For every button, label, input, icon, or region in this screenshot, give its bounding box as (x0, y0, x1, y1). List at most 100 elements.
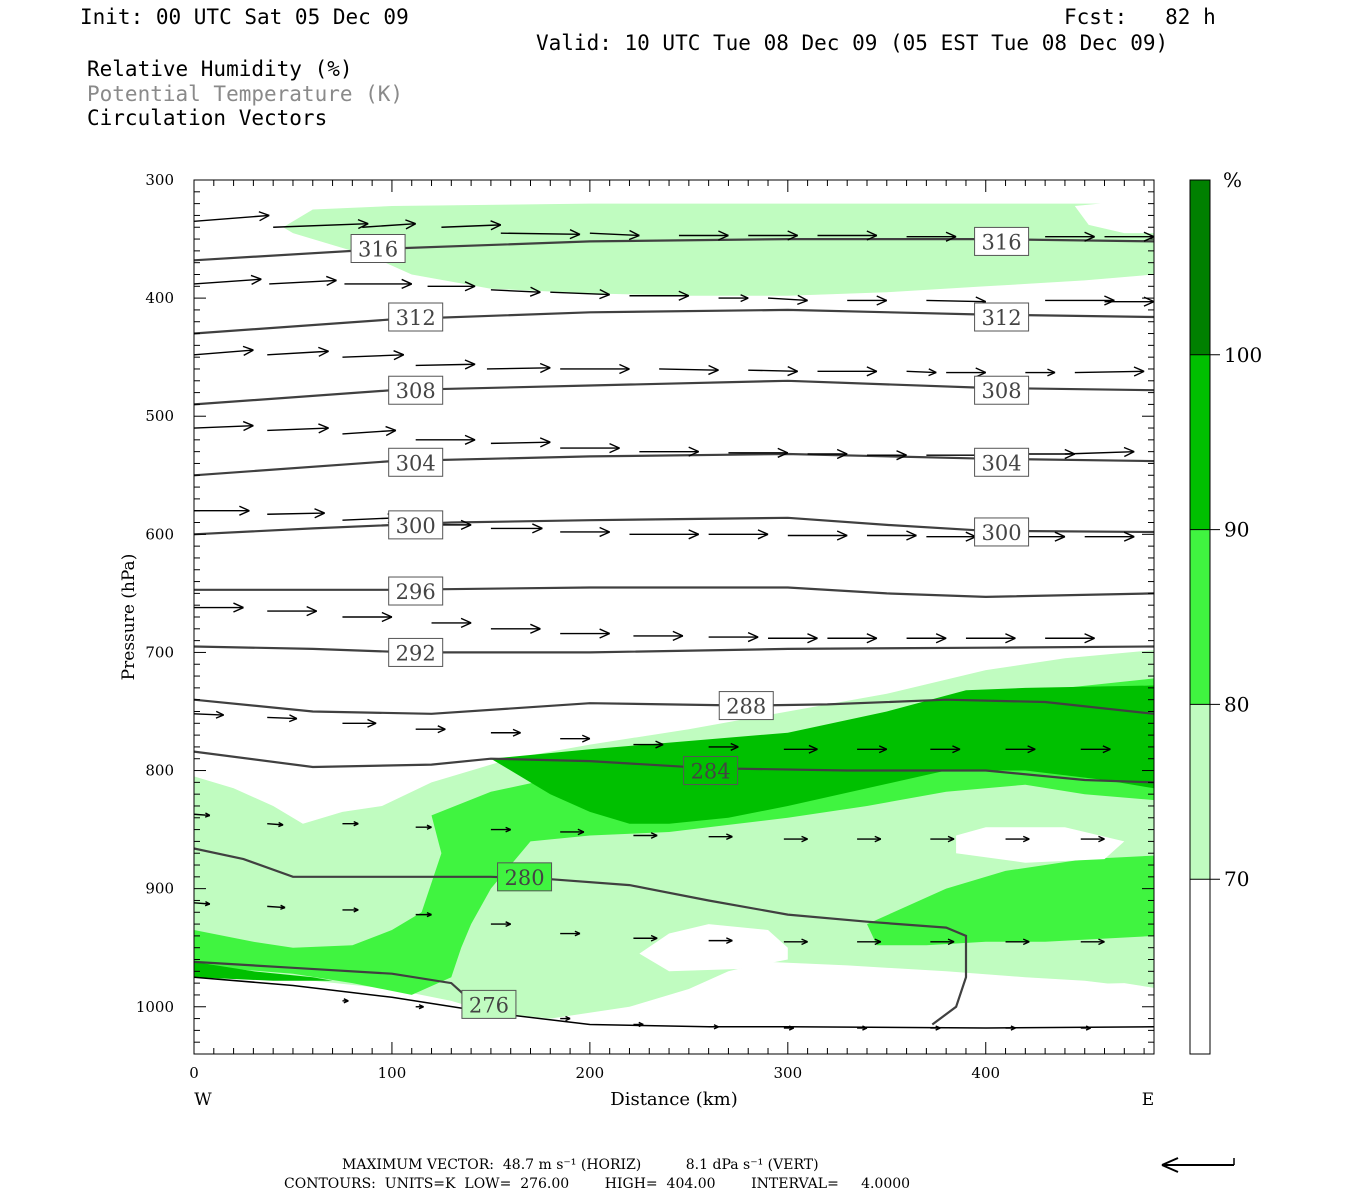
contour-label-text: 276 (469, 993, 509, 1017)
rh-region-70-6 (639, 924, 788, 972)
colorbar: 100 90 80 70 (1189, 179, 1262, 1055)
contour-label-312: 312 (974, 302, 1030, 332)
colorbar-swatch (1190, 879, 1210, 1054)
circulation-vector (817, 230, 878, 241)
circulation-vector (857, 835, 882, 843)
y-tick-label: 800 (145, 762, 174, 780)
contour-label-280: 280 (497, 862, 553, 892)
contour-label-292: 292 (388, 637, 444, 667)
circulation-vector (633, 934, 658, 942)
x-tick-label: 300 (773, 1064, 802, 1082)
circulation-vector (629, 529, 700, 540)
fcst-label: Fcst: 82 h (1064, 5, 1216, 29)
circulation-vector (490, 728, 521, 737)
circulation-vector (486, 362, 551, 374)
circulation-vector (783, 835, 808, 843)
circulation-vector (342, 998, 349, 1004)
circulation-vector (1045, 231, 1095, 242)
circulation-vector (415, 824, 432, 830)
circulation-vector (194, 420, 254, 432)
circulation-vector (560, 1015, 571, 1022)
circulation-vector (930, 745, 961, 754)
circulation-vector (267, 508, 325, 519)
y-tick-label: 900 (145, 880, 174, 898)
vector-layer (194, 211, 1154, 1031)
circulation-vector (965, 633, 1016, 644)
rh-region-100-2 (490, 685, 1154, 824)
circulation-vector (342, 350, 405, 361)
rh-region-70-7 (956, 827, 1125, 863)
contour-label-308: 308 (974, 375, 1030, 405)
rh-region-70-9 (966, 983, 1154, 1021)
colorbar-label: 70 (1224, 867, 1249, 891)
circulation-vector (728, 447, 789, 458)
circulation-vector (273, 218, 369, 230)
x-tick-label: 200 (576, 1064, 605, 1082)
x-tick-label: 0 (189, 1064, 199, 1082)
circulation-vector (194, 901, 211, 907)
circulation-vector (633, 832, 658, 839)
reference-vector (1161, 1157, 1235, 1173)
contour-label-316: 316 (974, 226, 1030, 256)
theta-contour-300 (194, 516, 1154, 536)
circulation-vector (906, 231, 957, 242)
contour-label-304: 304 (974, 447, 1030, 477)
circulation-vector (847, 295, 888, 306)
theta-contour-280 (194, 847, 968, 1026)
field-rh-label: Relative Humidity (%) (87, 57, 353, 81)
colorbar-label: 90 (1224, 518, 1249, 542)
x-tick-label: 100 (378, 1064, 407, 1082)
circulation-vector (194, 602, 244, 613)
circulation-vector (708, 937, 733, 944)
contour-label-text: 284 (691, 760, 731, 784)
circulation-vector (708, 742, 739, 751)
circulation-vector (267, 714, 298, 723)
circulation-vector (490, 623, 541, 634)
x-axis-title: Distance (km) (610, 1089, 737, 1110)
circulation-vector (783, 938, 808, 946)
circulation-vector (639, 446, 700, 457)
circulation-vector (659, 364, 719, 376)
circulation-vector (930, 835, 955, 843)
circulation-vector (342, 425, 397, 437)
contour-label-layer: 316 316 312 312 308 308 304 304 300 300 296 292 288 2… (350, 226, 1030, 1019)
circulation-vector (906, 633, 947, 644)
circulation-vector (857, 745, 888, 754)
circulation-vector (427, 281, 476, 292)
circulation-vector (560, 526, 610, 538)
contour-label-text: 296 (396, 580, 436, 604)
circulation-vector (490, 286, 541, 297)
circulation-vector (866, 450, 907, 461)
circulation-vector (194, 505, 250, 516)
circulation-vector (342, 821, 359, 827)
circulation-vector (342, 907, 359, 913)
colorbar-label: 100 (1224, 343, 1262, 367)
colorbar-swatch (1190, 529, 1210, 705)
contour-label-300: 300 (974, 517, 1030, 547)
circulation-vector (930, 1025, 941, 1031)
axis-layer: 300 400 500 600 700 800 900 1000 0 100 200 300 400 (136, 171, 1154, 1082)
contour-label-300: 300 (388, 510, 444, 540)
east-label: E (1142, 1090, 1154, 1110)
west-label: W (194, 1090, 212, 1110)
rh-region-80-4 (283, 203, 1154, 296)
circulation-vector (194, 345, 254, 356)
contour-label-text: 316 (358, 238, 398, 262)
rh-region-70-8 (194, 1024, 1154, 1054)
circulation-vector (415, 359, 476, 370)
contour-label-text: 304 (982, 451, 1022, 475)
field-theta-label: Potential Temperature (K) (87, 82, 404, 106)
colorbar-label: 80 (1224, 692, 1249, 716)
colorbar-swatch (1190, 704, 1210, 880)
circulation-vector (708, 833, 733, 841)
circulation-vector (633, 740, 664, 749)
contour-label-text: 288 (726, 695, 766, 719)
circulation-vector (194, 710, 225, 719)
circulation-vector (708, 529, 769, 540)
circulation-vector (415, 725, 446, 734)
contour-label-text: 280 (505, 866, 545, 890)
circulation-vector (633, 1021, 644, 1028)
circulation-vector (783, 1025, 795, 1031)
max-vector-line: MAXIMUM VECTOR: 48.7 m s⁻¹ (HORIZ) 8.1 d… (342, 1157, 819, 1173)
